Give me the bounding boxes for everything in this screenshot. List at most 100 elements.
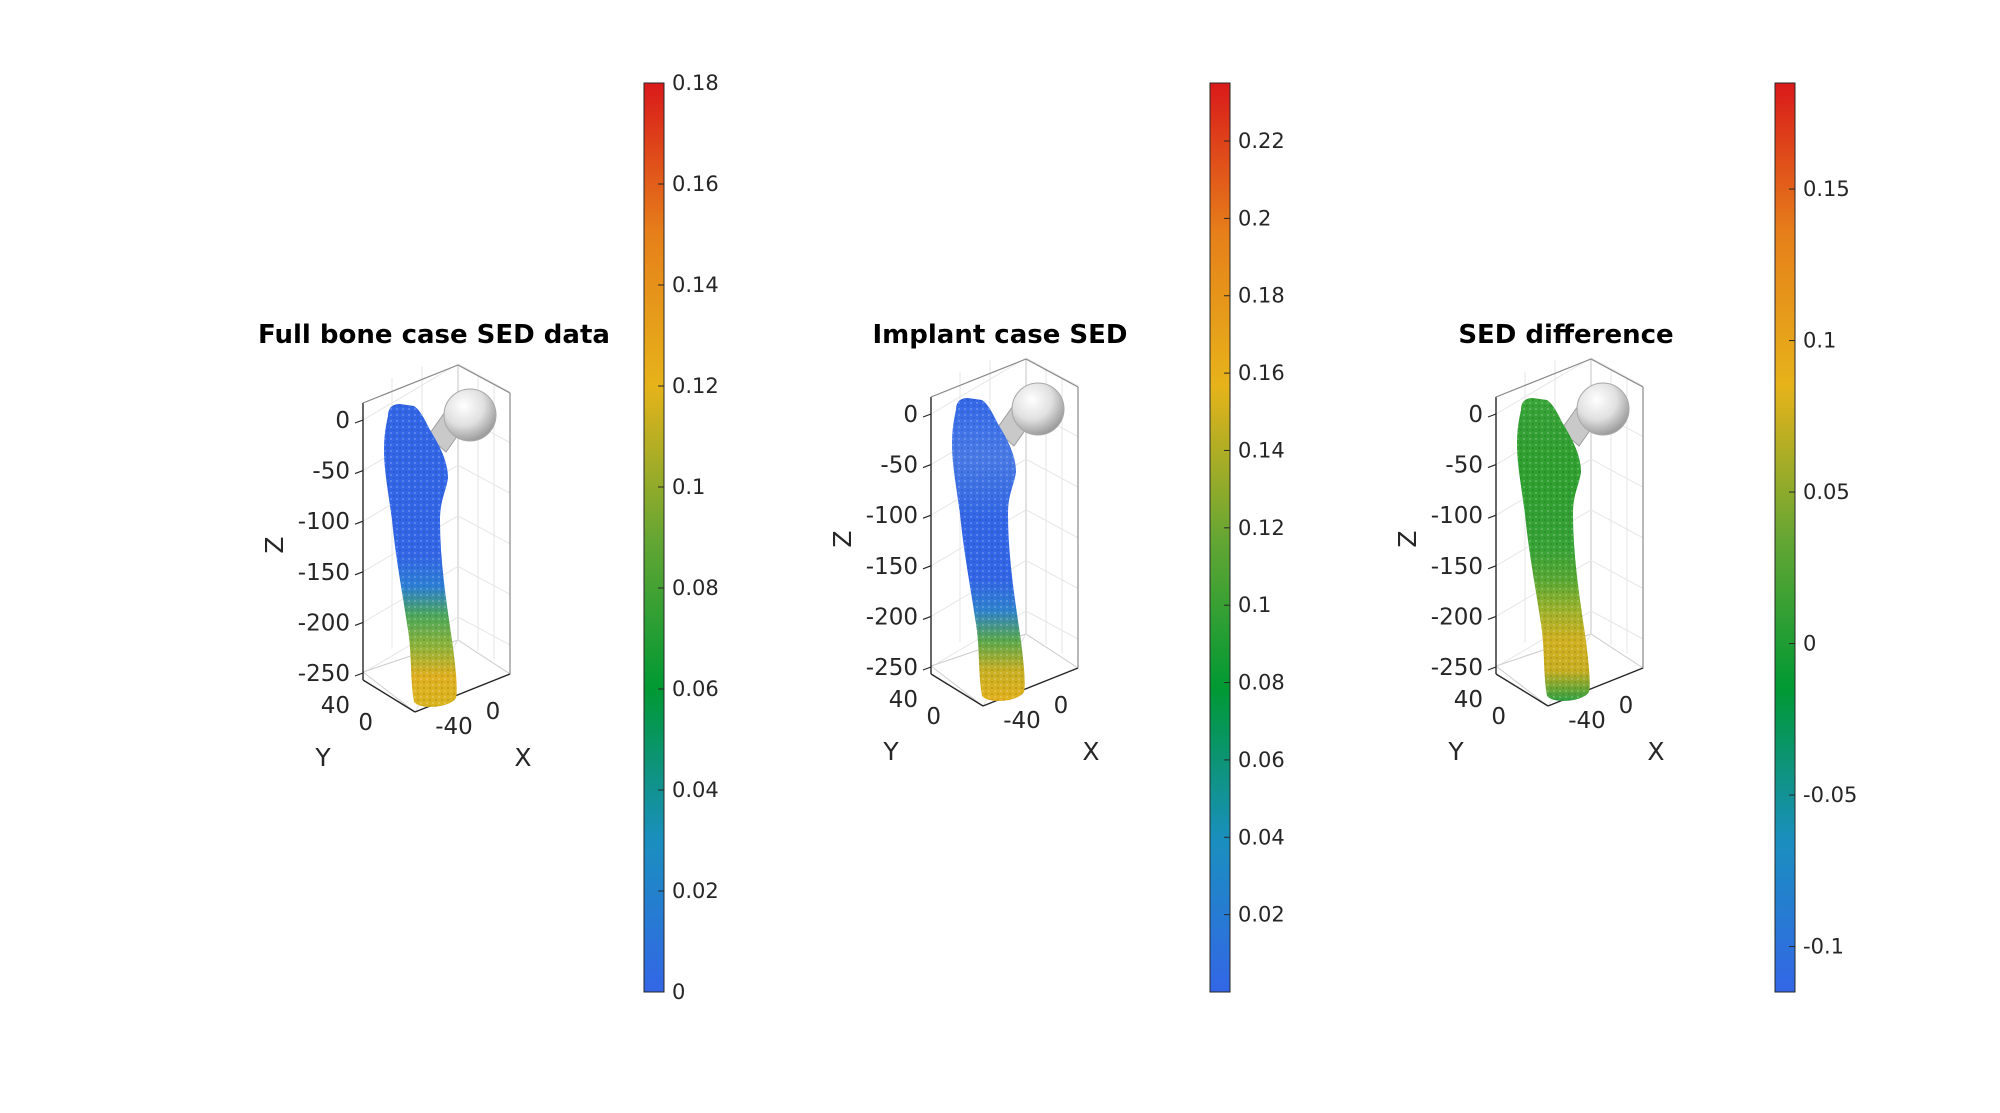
z-tick-label: -250 bbox=[1431, 655, 1483, 681]
z-tick-label: -50 bbox=[1445, 453, 1483, 479]
y-axis-label: Y bbox=[314, 743, 331, 772]
x-tick-label: 0 bbox=[486, 699, 501, 725]
z-tick-label: -200 bbox=[866, 604, 918, 630]
y-tick-label: 0 bbox=[926, 704, 941, 730]
y-tick-label: 0 bbox=[358, 710, 373, 736]
grid-line bbox=[457, 616, 511, 646]
colorbar-tick-label: 0.1 bbox=[1803, 329, 1836, 353]
colorbar-tick-label: 0.16 bbox=[672, 172, 719, 196]
x-tick-label: 0 bbox=[1619, 693, 1634, 719]
colorbar-tick-label: 0.08 bbox=[1238, 671, 1285, 695]
grid-line bbox=[930, 357, 1027, 415]
z-tick-label: -100 bbox=[866, 503, 918, 529]
z-tick-label: -150 bbox=[298, 560, 350, 586]
colorbar-tick-label: 0.14 bbox=[1238, 438, 1285, 462]
top-edge bbox=[1495, 358, 1592, 398]
colorbar-tick-label: 0.04 bbox=[1238, 825, 1285, 849]
grid-line bbox=[1590, 509, 1644, 539]
colorbar-3: -0.1 -0.05 0 0.05 0.1 0.15 bbox=[1774, 82, 1857, 993]
z-tick-label: -250 bbox=[298, 661, 350, 687]
grid-line bbox=[457, 464, 511, 494]
colorbar-tick-label: 0 bbox=[672, 980, 685, 1004]
z-tick-label: -100 bbox=[1431, 503, 1483, 529]
z-tick-mark bbox=[354, 520, 364, 525]
top-edge bbox=[930, 358, 1027, 398]
z-tick-label: -150 bbox=[1431, 554, 1483, 580]
z-tick-mark bbox=[1487, 615, 1497, 620]
bone-texture bbox=[1517, 398, 1590, 701]
y-axis-label: Y bbox=[1447, 737, 1464, 766]
z-tick-mark bbox=[1487, 464, 1497, 469]
y-axis-line bbox=[362, 679, 416, 713]
top-edge bbox=[1590, 358, 1644, 388]
grid-line bbox=[1590, 559, 1644, 589]
colorbar-tick-label: 0.02 bbox=[672, 879, 719, 903]
panel-3: SED difference 0 -50 -100 -150 -200 -250 Z 40 0 Y -… bbox=[1393, 320, 1674, 766]
implant-head bbox=[1011, 382, 1065, 436]
bone-texture bbox=[952, 398, 1025, 701]
y-tick-label: 40 bbox=[1454, 687, 1483, 713]
bone-texture bbox=[384, 404, 457, 707]
y-axis-label: Y bbox=[882, 737, 899, 766]
x-tick-label: 0 bbox=[1054, 693, 1069, 719]
implant-head bbox=[1576, 382, 1630, 436]
y-tick-label: 0 bbox=[1491, 704, 1506, 730]
z-tick-mark bbox=[922, 464, 932, 469]
grid-line bbox=[1590, 458, 1644, 488]
z-tick-label: 0 bbox=[903, 402, 918, 428]
colorbar-tick-label: 0.1 bbox=[672, 475, 705, 499]
colorbar-tick-label: 0.22 bbox=[1238, 129, 1285, 153]
chart-title: Full bone case SED data bbox=[258, 320, 610, 350]
z-tick-mark bbox=[1487, 565, 1497, 570]
grid-line bbox=[1590, 357, 1644, 387]
z-tick-label: -50 bbox=[312, 459, 350, 485]
z-tick-mark bbox=[1487, 666, 1497, 671]
panel-1: Full bone case SED data 0 -50 -100 -150 -200 -… bbox=[258, 320, 610, 772]
z-tick-label: -200 bbox=[1431, 604, 1483, 630]
grid-line bbox=[1025, 610, 1079, 640]
z-axis-label: Z bbox=[828, 530, 857, 547]
grid-line bbox=[457, 515, 511, 545]
z-tick-label: -50 bbox=[880, 453, 918, 479]
x-axis-label: X bbox=[1647, 737, 1664, 766]
chart-title: SED difference bbox=[1458, 320, 1673, 350]
colorbar-tick-label: 0.08 bbox=[672, 576, 719, 600]
colorbar-tick-label: 0.14 bbox=[672, 273, 719, 297]
colorbar-tick-label: 0.02 bbox=[1238, 903, 1285, 927]
z-tick-mark bbox=[354, 621, 364, 626]
grid-line bbox=[362, 363, 459, 421]
y-tick-label: 40 bbox=[321, 693, 350, 719]
grid-line bbox=[457, 363, 511, 393]
panel-2: Implant case SED 0 -50 -100 -150 -200 -250 Z 40 0… bbox=[828, 320, 1128, 766]
z-tick-label: -200 bbox=[298, 610, 350, 636]
top-edge bbox=[457, 364, 511, 394]
top-edge bbox=[362, 364, 459, 404]
z-ticks: 0 -50 -100 -150 -200 -250 bbox=[298, 408, 364, 687]
grid-line bbox=[1495, 357, 1592, 415]
z-tick-mark bbox=[354, 672, 364, 677]
top-edge bbox=[1025, 358, 1079, 388]
x-axis-label: X bbox=[514, 743, 531, 772]
colorbar-tick-label: 0 bbox=[1803, 632, 1816, 656]
z-tick-mark bbox=[922, 615, 932, 620]
z-tick-mark bbox=[922, 666, 932, 671]
y-tick-label: 40 bbox=[889, 687, 918, 713]
z-tick-label: 0 bbox=[335, 408, 350, 434]
z-axis-label: Z bbox=[1393, 530, 1422, 547]
colorbar-tick-label: 0.04 bbox=[672, 778, 719, 802]
z-tick-mark bbox=[922, 413, 932, 418]
z-tick-mark bbox=[922, 565, 932, 570]
grid-line bbox=[1590, 610, 1644, 640]
z-tick-mark bbox=[354, 419, 364, 424]
grid-line bbox=[457, 565, 511, 595]
colorbar-strip bbox=[1209, 82, 1231, 993]
colorbar-tick-label: 0.12 bbox=[672, 374, 719, 398]
implant-head bbox=[443, 388, 497, 442]
z-tick-mark bbox=[1487, 514, 1497, 519]
x-tick-label: -40 bbox=[435, 714, 473, 740]
colorbar-1: 0 0.02 0.04 0.06 0.08 0.1 0.12 0.14 0.16 0.18 bbox=[643, 71, 719, 1004]
colorbar-tick-label: -0.1 bbox=[1803, 935, 1844, 959]
chart-title: Implant case SED bbox=[872, 320, 1127, 350]
z-tick-label: -250 bbox=[866, 655, 918, 681]
